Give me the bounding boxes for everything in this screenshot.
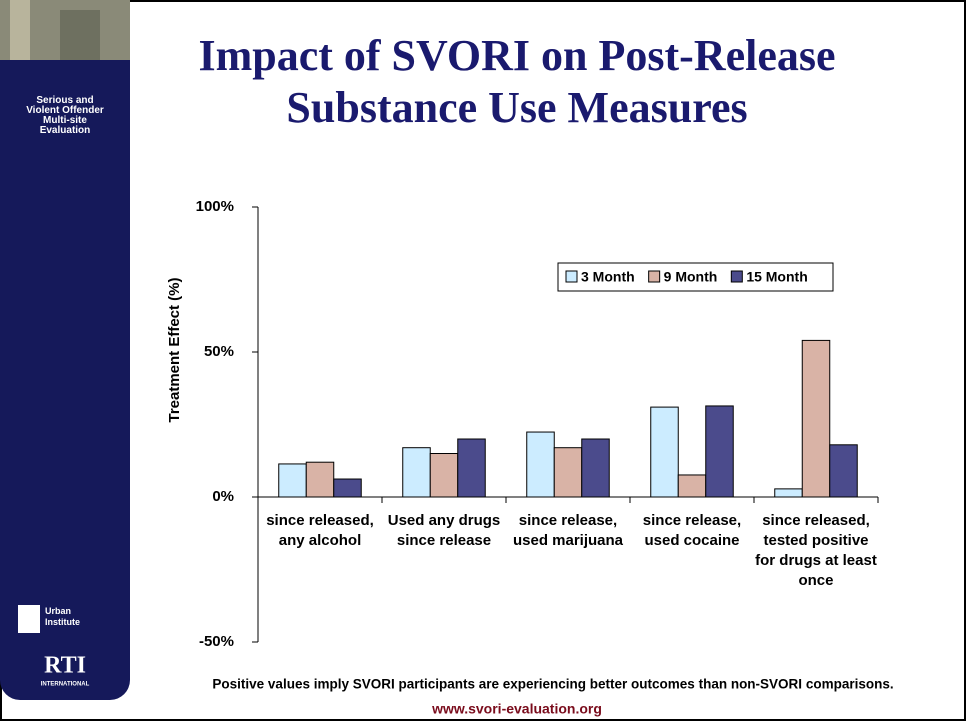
y-tick-label: 50% [204, 343, 234, 360]
bar [677, 474, 707, 498]
bar [801, 339, 831, 498]
sidebar [0, 0, 130, 700]
urban-logo [18, 605, 40, 633]
legend-label: 9 Month [664, 269, 718, 285]
bar [333, 478, 362, 498]
bar [278, 463, 307, 498]
note: Positive values imply SVORI participants… [212, 677, 893, 692]
y-tick-label: 0% [212, 488, 234, 505]
bar [829, 444, 858, 498]
bar [305, 461, 335, 498]
legend-label: 3 Month [581, 269, 635, 285]
photo [60, 10, 100, 60]
urban-logo-text: Urban Institute [45, 606, 80, 627]
legend-label: 15 Month [746, 269, 807, 285]
y-tick-label: -50% [199, 633, 234, 650]
x-tick-label: Used any drugs since release [387, 512, 501, 549]
bar [429, 453, 459, 498]
x-tick-label: since released, any alcohol [266, 512, 374, 549]
bar [774, 488, 803, 498]
bar [553, 447, 583, 498]
legend-swatch [565, 270, 578, 283]
x-tick-label: since released, tested positive for drug… [755, 512, 877, 589]
legend-swatch [648, 270, 661, 283]
bar [650, 406, 679, 498]
photo [10, 0, 30, 60]
bar [526, 431, 555, 498]
legend-swatch [730, 270, 743, 283]
legend: 3 Month 9 Month 15 Month [557, 262, 834, 292]
bar [402, 447, 431, 498]
x-tick-label: since release, used marijuana [512, 512, 624, 549]
y-tick-label: 100% [196, 198, 234, 215]
rti-logo: RTI [44, 653, 86, 679]
legend-box [557, 262, 834, 292]
rti-logo-sub: INTERNATIONAL [41, 682, 90, 688]
x-tick-label: since release, used cocaine [642, 512, 742, 549]
bar [457, 438, 486, 498]
y-axis-label: Treatment Effect (%) [166, 277, 183, 422]
url: www.svori-evaluation.org [431, 701, 602, 717]
bar [705, 405, 734, 498]
program-name: Serious and Violent Offender Multi-site Eva… [26, 95, 104, 136]
bar [581, 438, 610, 498]
chart-title: Impact of SVORI on Post-Release Substance… [198, 31, 835, 132]
